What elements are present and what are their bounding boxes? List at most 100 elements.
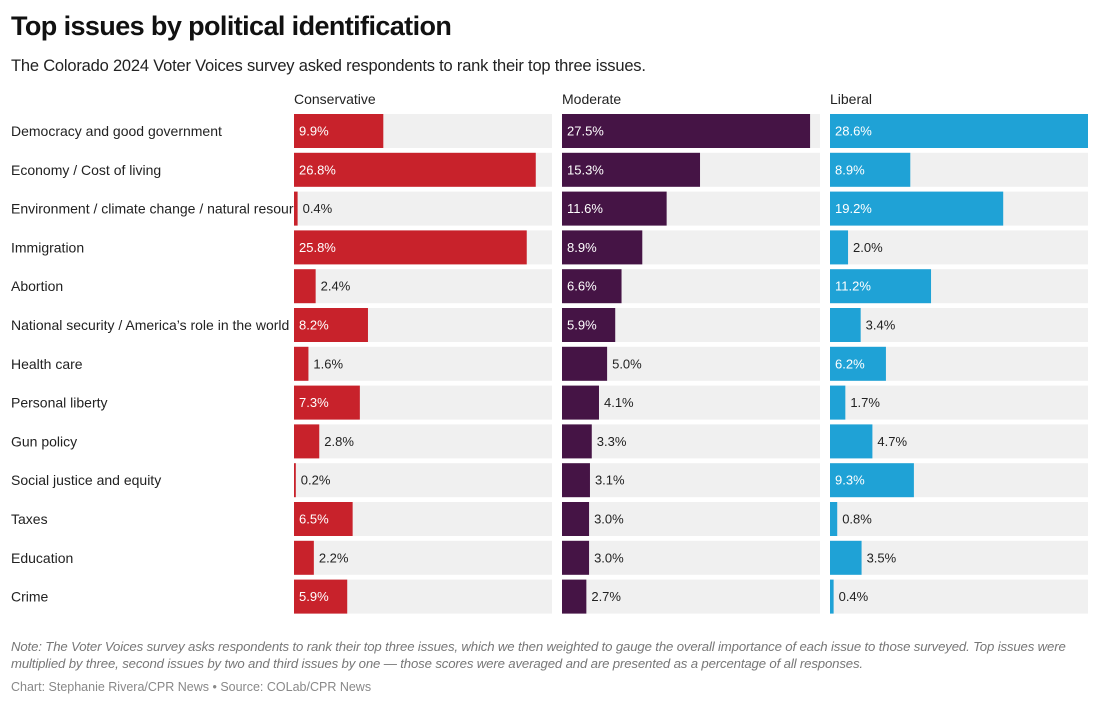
bar-track-liberal <box>830 385 1088 420</box>
panel-header-conservative: Conservative <box>294 91 376 107</box>
bar-liberal-economy-cost-of-living <box>830 152 911 187</box>
bar-conservative-taxes <box>294 502 353 536</box>
bar-moderate-crime <box>562 579 587 614</box>
bar-track-moderate <box>562 385 820 420</box>
value-label-conservative: 26.8% <box>299 162 336 177</box>
bar-track-liberal <box>830 424 1088 459</box>
bar-track-liberal <box>830 540 1088 575</box>
bar-moderate-health-care <box>562 346 608 381</box>
value-label-conservative: 1.6% <box>313 356 343 371</box>
value-label-liberal: 0.8% <box>842 512 872 527</box>
category-label-immigration: Immigration <box>11 239 84 255</box>
bar-liberal-social-justice-and-equity <box>830 463 914 498</box>
bar-conservative-environment-climate-change-natural-resources <box>294 191 298 226</box>
bar-track-conservative <box>294 463 552 498</box>
bar-liberal-abortion <box>830 269 932 304</box>
value-label-moderate: 6.6% <box>567 279 597 294</box>
value-label-moderate: 3.1% <box>595 473 625 488</box>
value-label-moderate: 3.0% <box>594 512 624 527</box>
bar-liberal-crime <box>830 579 834 614</box>
value-label-liberal: 6.2% <box>835 356 865 371</box>
bar-track-conservative <box>294 346 552 381</box>
category-label-national-security-america-s-role-in-the-world: National security / America’s role in th… <box>11 317 289 333</box>
bar-track-liberal <box>830 230 1088 265</box>
category-label-abortion: Abortion <box>11 278 63 294</box>
value-label-liberal: 4.7% <box>877 434 907 449</box>
chart-credit: Chart: Stephanie Rivera/CPR News • Sourc… <box>11 680 372 694</box>
bar-track-moderate <box>562 463 820 498</box>
bar-moderate-social-justice-and-equity <box>562 463 590 498</box>
bar-conservative-health-care <box>294 346 309 381</box>
bar-moderate-economy-cost-of-living <box>562 152 701 187</box>
bar-conservative-democracy-and-good-government <box>294 114 384 148</box>
category-label-economy-cost-of-living: Economy / Cost of living <box>11 162 161 178</box>
bar-liberal-personal-liberty <box>830 385 846 420</box>
value-label-liberal: 3.4% <box>866 318 896 333</box>
bar-moderate-gun-policy <box>562 424 592 459</box>
bar-conservative-abortion <box>294 269 316 304</box>
bar-conservative-crime <box>294 579 348 614</box>
value-label-conservative: 25.8% <box>299 240 336 255</box>
value-label-moderate: 2.7% <box>591 589 621 604</box>
category-label-health-care: Health care <box>11 356 83 372</box>
bar-liberal-health-care <box>830 346 886 381</box>
value-label-moderate: 27.5% <box>567 124 604 139</box>
bar-liberal-taxes <box>830 502 838 536</box>
value-label-liberal: 1.7% <box>850 395 880 410</box>
chart-note: Note: The Voter Voices survey asks respo… <box>11 639 1066 671</box>
chart-title: Top issues by political identification <box>11 11 452 41</box>
value-label-liberal: 8.9% <box>835 162 865 177</box>
bar-conservative-personal-liberty <box>294 385 360 420</box>
value-label-conservative: 6.5% <box>299 512 329 527</box>
bar-liberal-democracy-and-good-government <box>830 114 1088 148</box>
category-label-taxes: Taxes <box>11 511 48 527</box>
bar-track-liberal <box>830 579 1088 614</box>
bar-track-moderate <box>562 502 820 536</box>
bar-track-liberal <box>830 308 1088 342</box>
bar-conservative-economy-cost-of-living <box>294 152 536 187</box>
bar-track-moderate <box>562 424 820 459</box>
category-label-social-justice-and-equity: Social justice and equity <box>11 472 161 488</box>
bar-track-moderate <box>562 579 820 614</box>
bar-liberal-immigration <box>830 230 849 265</box>
value-label-moderate: 4.1% <box>604 395 634 410</box>
value-label-moderate: 3.3% <box>597 434 627 449</box>
value-label-conservative: 7.3% <box>299 395 329 410</box>
bar-track-conservative <box>294 424 552 459</box>
bar-track-conservative <box>294 269 552 304</box>
bar-track-conservative <box>294 540 552 575</box>
value-label-conservative: 0.2% <box>301 473 331 488</box>
bar-track-liberal <box>830 502 1088 536</box>
category-label-democracy-and-good-government: Democracy and good government <box>11 123 222 139</box>
category-label-personal-liberty: Personal liberty <box>11 395 108 411</box>
bar-liberal-gun-policy <box>830 424 873 459</box>
category-label-education: Education <box>11 550 73 566</box>
value-label-liberal: 11.2% <box>835 279 871 294</box>
panel-header-moderate: Moderate <box>562 91 621 107</box>
value-label-liberal: 2.0% <box>853 240 883 255</box>
bar-liberal-environment-climate-change-natural-resources <box>830 191 1004 226</box>
bar-moderate-education <box>562 540 590 575</box>
bar-track-moderate <box>562 540 820 575</box>
category-label-environment-climate-change-natural-resources: Environment / climate change / natural r… <box>11 201 315 217</box>
bar-conservative-immigration <box>294 230 527 265</box>
value-label-conservative: 2.4% <box>321 279 351 294</box>
bar-chart: Democracy and good government Economy / C… <box>11 91 1088 614</box>
value-label-conservative: 5.9% <box>299 589 329 604</box>
value-label-liberal: 3.5% <box>867 550 897 565</box>
chart-subtitle: The Colorado 2024 Voter Voices survey as… <box>11 57 646 75</box>
value-label-conservative: 9.9% <box>299 124 329 139</box>
bar-track-conservative <box>294 191 552 226</box>
value-label-conservative: 2.2% <box>319 550 349 565</box>
value-label-moderate: 5.0% <box>612 356 642 371</box>
value-label-conservative: 8.2% <box>299 318 329 333</box>
category-label-gun-policy: Gun policy <box>11 433 77 449</box>
bar-moderate-abortion <box>562 269 622 304</box>
bar-moderate-democracy-and-good-government <box>562 114 811 148</box>
value-label-liberal: 0.4% <box>839 589 869 604</box>
value-label-conservative: 2.8% <box>324 434 354 449</box>
bar-liberal-education <box>830 540 862 575</box>
value-label-liberal: 9.3% <box>835 473 865 488</box>
panel-header-liberal: Liberal <box>830 91 872 107</box>
bar-moderate-immigration <box>562 230 643 265</box>
